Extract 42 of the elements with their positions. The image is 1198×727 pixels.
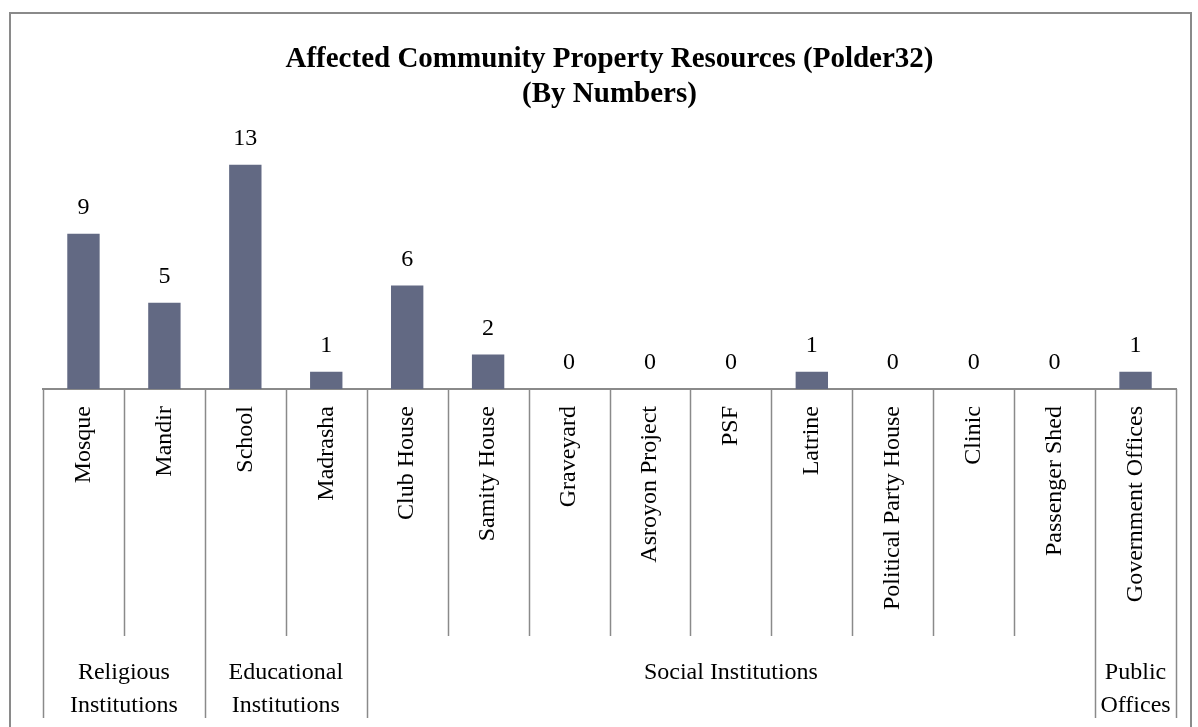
bar xyxy=(148,302,181,389)
text: Public Offices xyxy=(1100,658,1171,718)
x-tick-label: Political Party House xyxy=(878,406,905,610)
data-label: 1 xyxy=(805,330,818,357)
data-label: 6 xyxy=(401,244,414,271)
x-tick-label: Graveyard xyxy=(554,406,581,508)
data-label: 0 xyxy=(886,348,899,374)
data-label: 0 xyxy=(643,348,656,374)
bar xyxy=(310,371,343,389)
data-label: 1 xyxy=(1129,330,1142,357)
bar xyxy=(795,371,829,389)
data-label: 0 xyxy=(563,348,576,374)
bar xyxy=(229,164,262,389)
x-tick-label: Mosque xyxy=(68,406,95,484)
data-label: 9 xyxy=(77,192,90,219)
data-label: 0 xyxy=(724,348,737,374)
data-label: 2 xyxy=(482,313,495,340)
data-label: 0 xyxy=(967,348,980,374)
data-label: 1 xyxy=(320,330,333,357)
chart-title: Affected Community Property Resources (Polder32) xyxy=(285,40,934,74)
x-tick-label: Club House xyxy=(392,406,419,520)
x-tick-label: Asroyon Project xyxy=(635,405,662,563)
x-tick-label: School xyxy=(230,405,257,473)
data-label: 5 xyxy=(158,261,171,288)
x-tick-label: Passenger Shed xyxy=(1039,406,1066,556)
text: Educational Institutions xyxy=(228,658,344,718)
data-label: 0 xyxy=(1048,348,1061,374)
bar xyxy=(1119,371,1152,389)
data-label: 13 xyxy=(233,123,258,150)
bar xyxy=(390,285,424,389)
x-tick-label: Mandir xyxy=(149,406,176,477)
x-tick-label: Samity House xyxy=(473,406,500,542)
x-tick-label: Clinic xyxy=(958,406,985,465)
bar xyxy=(67,233,100,389)
x-tick-label: Madrasha xyxy=(311,405,338,501)
x-tick-label: Government Offices xyxy=(1120,406,1147,603)
x-tick-label: Latrine xyxy=(797,406,824,476)
chart-subtitle: (By Numbers) xyxy=(522,75,697,109)
bar xyxy=(471,354,505,389)
text: Religious Institutions xyxy=(69,658,178,718)
x-tick-label: PSF xyxy=(716,406,743,447)
text: Social Institutions xyxy=(643,658,818,685)
